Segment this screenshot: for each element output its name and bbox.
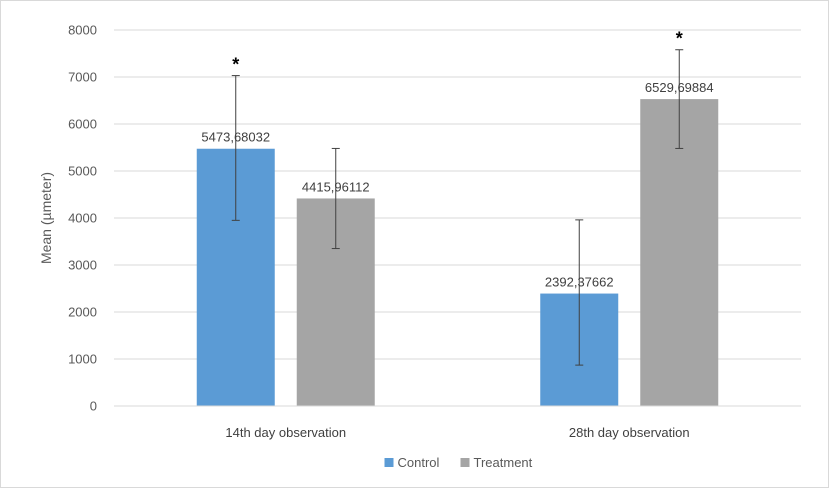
y-axis-tick-labels: 0 1000 2000 3000 4000 5000 6000 7000 8000 <box>68 23 97 414</box>
data-label: 5473,68032 <box>201 130 270 145</box>
y-tick-label: 4000 <box>68 211 97 226</box>
y-axis-title: Mean (µmeter) <box>38 172 54 264</box>
y-tick-label: 0 <box>90 399 97 414</box>
data-label: 4415,96112 <box>302 179 370 194</box>
y-tick-label: 8000 <box>68 23 97 38</box>
significance-marker: * <box>676 29 683 49</box>
y-tick-label: 7000 <box>68 70 97 85</box>
error-bars <box>231 49 684 366</box>
data-labels: 5473,68032 * 4415,96112 2392,37662 6529,6988… <box>201 29 713 290</box>
y-tick-label: 5000 <box>68 164 97 179</box>
data-label: 2392,37662 <box>545 275 614 290</box>
legend-label: Control <box>398 455 440 470</box>
legend-label: Treatment <box>474 455 533 470</box>
y-tick-label: 1000 <box>68 352 97 367</box>
x-axis-category-labels: 14th day observation 28th day observation <box>225 425 689 440</box>
data-label: 6529,69884 <box>645 80 714 95</box>
legend: Control Treatment <box>384 455 533 470</box>
bar-treatment <box>640 99 719 406</box>
category-label: 28th day observation <box>569 425 690 440</box>
category-label: 14th day observation <box>225 425 346 440</box>
bars <box>196 99 719 406</box>
significance-marker: * <box>232 55 239 75</box>
legend-swatch-control <box>384 458 394 467</box>
y-tick-label: 3000 <box>68 258 97 273</box>
legend-swatch-treatment <box>460 458 470 467</box>
y-tick-label: 2000 <box>68 305 97 320</box>
y-tick-label: 6000 <box>68 117 97 132</box>
